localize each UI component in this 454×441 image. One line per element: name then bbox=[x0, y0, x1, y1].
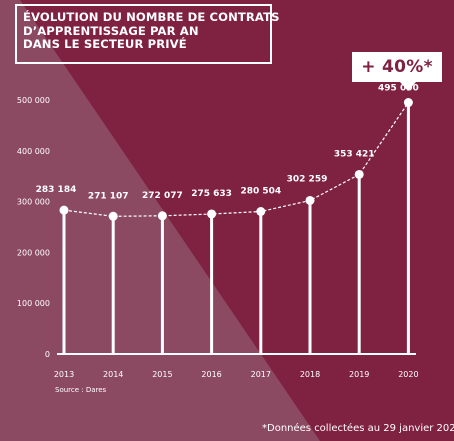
footnote: *Données collectées au 29 janvier 2021 bbox=[262, 423, 454, 434]
series-line bbox=[63, 102, 409, 217]
y-tick-label: 200 000 bbox=[17, 248, 50, 257]
data-point bbox=[157, 211, 167, 221]
x-tick-label: 2018 bbox=[300, 370, 320, 379]
data-label: 271 107 bbox=[88, 191, 129, 201]
data-point bbox=[108, 211, 118, 221]
data-point bbox=[403, 98, 413, 108]
x-tick-label: 2020 bbox=[398, 370, 418, 379]
data-point bbox=[59, 205, 69, 215]
y-tick-label: 0 bbox=[45, 350, 50, 359]
growth-callout: + 40%* bbox=[352, 52, 442, 82]
data-label: 353 421 bbox=[334, 149, 375, 159]
y-tick-label: 300 000 bbox=[17, 198, 50, 207]
y-tick-label: 400 000 bbox=[17, 147, 50, 156]
x-tick-label: 2013 bbox=[54, 370, 74, 379]
data-label: 495 000 bbox=[378, 84, 419, 94]
x-tick-label: 2014 bbox=[103, 370, 123, 379]
data-point bbox=[256, 207, 266, 217]
x-tick-label: 2019 bbox=[349, 370, 369, 379]
x-tick-label: 2016 bbox=[201, 370, 221, 379]
x-tick-label: 2017 bbox=[251, 370, 271, 379]
data-label: 275 633 bbox=[191, 189, 232, 199]
data-label: 280 504 bbox=[240, 187, 281, 197]
x-tick-label: 2015 bbox=[152, 370, 172, 379]
title-line: D’APPRENTISSAGE PAR AN bbox=[23, 23, 199, 38]
data-point bbox=[207, 209, 217, 219]
background-overlay bbox=[0, 0, 320, 441]
data-label: 272 077 bbox=[142, 191, 183, 201]
y-tick-label: 500 000 bbox=[17, 96, 50, 105]
y-tick-label: 100 000 bbox=[17, 299, 50, 308]
chart-title: ÉVOLUTION DU NOMBRE DE CONTRATS D’APPREN… bbox=[15, 4, 280, 64]
title-line: ÉVOLUTION DU NOMBRE DE CONTRATS bbox=[23, 10, 280, 24]
data-label: 283 184 bbox=[36, 185, 77, 195]
data-point bbox=[305, 195, 315, 205]
callout-pointer bbox=[400, 82, 416, 91]
data-label: 302 259 bbox=[287, 174, 328, 184]
source-note: Source : Dares bbox=[55, 386, 107, 394]
title-line: DANS LE SECTEUR PRIVÉ bbox=[23, 37, 187, 51]
data-point bbox=[354, 169, 364, 179]
